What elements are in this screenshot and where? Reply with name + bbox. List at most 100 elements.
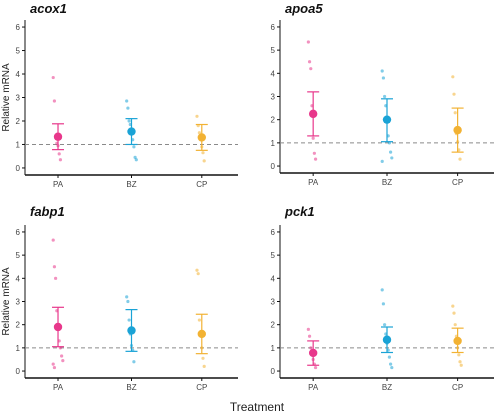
panel-pck1: pck1 0 1 2 3 4 5 6 PA BZ CP: [271, 204, 494, 392]
data-point: [127, 318, 131, 322]
mean-point: [127, 326, 136, 335]
mean-point: [197, 133, 206, 142]
y-tick-label: 1: [271, 139, 276, 148]
data-point: [453, 111, 457, 115]
data-point: [51, 238, 55, 242]
data-point: [452, 311, 456, 315]
x-tick-label: CP: [196, 180, 207, 189]
y-tick-label: 4: [271, 274, 276, 283]
mean-point: [382, 115, 392, 124]
data-point: [306, 40, 310, 44]
data-point: [202, 159, 206, 163]
x-tick-label: CP: [452, 178, 463, 187]
data-point: [51, 362, 55, 366]
data-point: [201, 356, 205, 360]
data-point: [309, 346, 313, 350]
data-point: [457, 353, 461, 357]
data-point: [52, 365, 57, 370]
data-point: [380, 288, 384, 292]
data-point: [57, 152, 61, 156]
data-point: [52, 99, 57, 103]
y-tick-label: 6: [271, 23, 276, 32]
y-tick-label: 5: [16, 47, 21, 56]
y-tick-label: 6: [16, 23, 21, 32]
x-tick-label: PA: [308, 383, 319, 392]
panel-acox1: acox1 Relative mRNA 0 1 2 3 4 5 6 PA BZ CP: [1, 1, 238, 189]
data-point: [451, 75, 455, 79]
y-axis-label: Relative mRNA: [1, 267, 12, 336]
data-point: [451, 304, 455, 308]
x-tick-label: CP: [196, 383, 207, 392]
data-point: [132, 360, 136, 364]
data-point: [390, 365, 394, 370]
data-point: [380, 159, 384, 164]
data-point: [383, 94, 387, 99]
data-point: [307, 334, 312, 338]
y-tick-label: 0: [271, 162, 276, 171]
data-point: [51, 75, 55, 80]
y-tick-label: 0: [16, 367, 21, 376]
data-point: [54, 276, 58, 280]
y-tick-label: 6: [271, 228, 276, 237]
data-point: [383, 323, 387, 327]
x-tick-label: PA: [53, 180, 64, 189]
data-point: [313, 157, 318, 161]
data-point: [127, 119, 131, 123]
mean-point: [308, 109, 318, 119]
y-tick-label: 2: [16, 117, 21, 126]
data-point: [195, 268, 199, 272]
data-point: [387, 355, 391, 359]
data-point: [202, 364, 206, 369]
data-point: [197, 131, 201, 135]
mean-point: [308, 348, 318, 358]
y-tick-label: 4: [16, 70, 21, 79]
data-point: [125, 295, 129, 299]
data-point: [306, 327, 310, 331]
data-point: [52, 265, 57, 269]
data-point: [125, 99, 129, 103]
mean-point: [53, 132, 63, 141]
panel-title: acox1: [30, 1, 67, 16]
y-tick-label: 3: [16, 298, 21, 307]
y-tick-label: 2: [16, 321, 21, 330]
mean-point: [453, 125, 462, 135]
data-point: [452, 92, 456, 96]
panel-title: fabp1: [30, 204, 65, 219]
x-tick-label: CP: [452, 383, 463, 392]
x-tick-label: BZ: [126, 180, 136, 189]
data-point: [389, 362, 393, 366]
data-point: [458, 157, 462, 161]
data-point: [311, 136, 315, 140]
data-point: [380, 69, 384, 73]
data-point: [309, 67, 313, 71]
mean-point: [127, 127, 136, 136]
data-point: [196, 272, 200, 276]
x-axis-label: Treatment: [230, 400, 285, 414]
data-point: [201, 151, 205, 155]
y-tick-label: 1: [16, 140, 21, 149]
y-tick-label: 1: [271, 344, 276, 353]
data-point: [126, 299, 130, 304]
y-tick-label: 3: [271, 298, 276, 307]
x-tick-label: PA: [53, 383, 64, 392]
data-point: [381, 302, 385, 306]
data-point: [381, 76, 385, 80]
data-point: [312, 151, 316, 155]
y-tick-label: 2: [271, 116, 276, 125]
data-point: [313, 365, 318, 370]
panel-title: pck1: [284, 204, 315, 219]
data-point: [134, 158, 138, 162]
data-point: [126, 106, 130, 110]
y-tick-label: 1: [16, 344, 21, 353]
y-tick-label: 3: [271, 93, 276, 102]
x-tick-label: PA: [308, 178, 319, 187]
data-point: [459, 363, 463, 367]
data-point: [307, 60, 312, 64]
panel-apoa5: apoa5 0 1 2 3 4 5 6 PA BZ CP: [271, 1, 494, 187]
x-tick-label: BZ: [126, 383, 136, 392]
data-point: [453, 323, 457, 327]
data-point: [132, 145, 136, 149]
y-tick-label: 5: [271, 251, 276, 260]
x-tick-label: BZ: [382, 178, 392, 187]
